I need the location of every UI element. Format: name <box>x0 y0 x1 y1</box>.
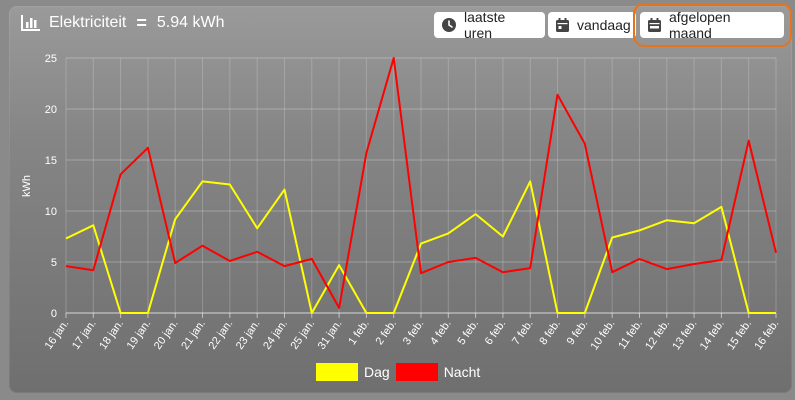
legend-swatch-dag <box>316 363 358 381</box>
calendar-week-icon <box>648 18 661 32</box>
legend-item-nacht[interactable]: Nacht <box>395 363 481 381</box>
y-tick-label: 5 <box>51 257 57 269</box>
x-tick-label: 12 feb. <box>643 318 672 352</box>
clock-icon <box>442 18 456 32</box>
x-tick-label: 22 jan. <box>207 318 236 352</box>
x-tick-label: 18 jan. <box>97 318 126 352</box>
x-tick-label: 6 feb. <box>483 318 509 347</box>
legend-swatch-nacht <box>395 363 438 381</box>
x-tick-label: 15 feb. <box>725 318 754 352</box>
card-title: Elektriciteit <box>49 14 127 31</box>
x-tick-label: 16 jan. <box>43 318 72 352</box>
equals-icon: = <box>136 12 147 33</box>
y-tick-label: 20 <box>45 104 57 116</box>
x-tick-label: 1 feb. <box>346 318 372 347</box>
y-tick-label: 10 <box>45 206 57 218</box>
calendar-icon <box>556 18 569 32</box>
x-tick-label: 9 feb. <box>565 318 591 347</box>
y-tick-label: 15 <box>45 155 57 167</box>
bar-chart-icon <box>21 14 41 32</box>
x-tick-label: 3 feb. <box>401 318 427 347</box>
energy-card <box>9 6 792 393</box>
x-tick-label: 14 feb. <box>698 318 727 352</box>
legend-item-dag[interactable]: Dag <box>316 363 390 381</box>
x-tick-label: 31 jan. <box>316 318 345 352</box>
x-tick-label: 4 feb. <box>428 318 454 347</box>
x-tick-label: 21 jan. <box>179 318 208 352</box>
x-tick-label: 24 jan. <box>261 318 290 352</box>
chart-legend: Dag Nacht <box>316 362 486 382</box>
y-axis-label: kWh <box>21 175 33 197</box>
x-tick-label: 13 feb. <box>670 318 699 352</box>
series-line-nacht <box>65 57 777 309</box>
x-tick-label: 16 feb. <box>752 318 781 352</box>
legend-label-dag: Dag <box>364 364 390 380</box>
x-tick-label: 8 feb. <box>537 318 563 347</box>
last-month-button[interactable]: afgelopen maand <box>640 9 784 41</box>
last-hours-label: laatste uren <box>464 9 506 41</box>
x-tick-label: 25 jan. <box>288 318 317 352</box>
last-month-label: afgelopen maand <box>669 9 731 41</box>
total-value: 5.94 kWh <box>156 14 225 31</box>
y-tick-label: 25 <box>45 53 57 65</box>
card-header: Elektriciteit = 5.94 kWh <box>21 11 224 35</box>
x-tick-label: 17 jan. <box>70 318 99 352</box>
x-tick-label: 5 feb. <box>455 318 481 347</box>
x-tick-label: 10 feb. <box>588 318 617 352</box>
today-button[interactable]: vandaag <box>548 12 636 38</box>
last-hours-button[interactable]: laatste uren <box>434 9 545 41</box>
legend-label-nacht: Nacht <box>443 364 481 380</box>
x-tick-label: 7 feb. <box>510 318 536 347</box>
y-tick-label: 0 <box>51 308 57 320</box>
x-tick-label: 11 feb. <box>616 318 645 352</box>
series-line-dag <box>65 180 776 314</box>
x-tick-label: 2 feb. <box>374 318 400 347</box>
today-label: vandaag <box>577 17 631 33</box>
x-tick-label: 19 jan. <box>125 318 154 352</box>
x-tick-label: 23 jan. <box>234 318 263 352</box>
x-tick-label: 20 jan. <box>152 318 181 352</box>
